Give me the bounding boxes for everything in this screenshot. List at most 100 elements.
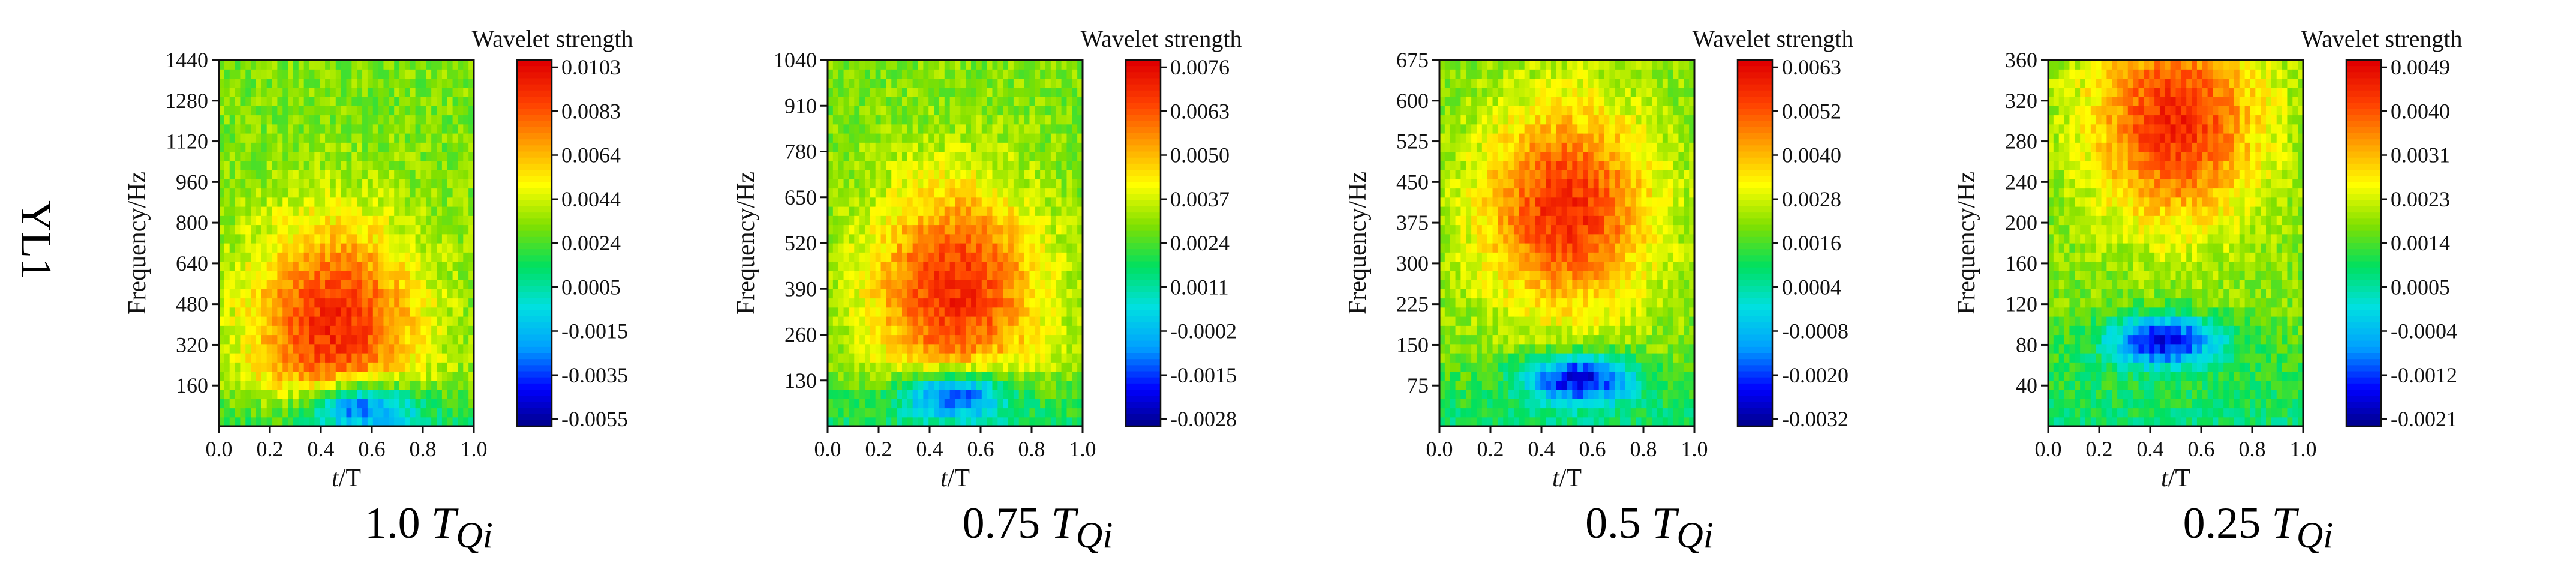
- colorbar-segment: [517, 414, 552, 421]
- heatmap-cell: [949, 233, 956, 244]
- heatmap-cell: [346, 399, 352, 409]
- heatmap-cell: [966, 408, 972, 418]
- colorbar-tick-label: 0.0024: [1170, 231, 1230, 255]
- heatmap-cell: [320, 380, 326, 390]
- heatmap-cell: [415, 243, 422, 253]
- heatmap-cell: [1050, 316, 1057, 326]
- heatmap-cell: [1529, 399, 1535, 409]
- heatmap-cell: [420, 206, 426, 216]
- heatmap-cell: [1535, 408, 1541, 418]
- heatmap-cell: [240, 151, 246, 161]
- heatmap-cell: [838, 280, 844, 289]
- heatmap-cell: [934, 362, 940, 372]
- heatmap-cell: [437, 353, 443, 363]
- heatmap-cell: [224, 399, 230, 409]
- heatmap-cell: [1550, 69, 1557, 79]
- heatmap-cell: [1450, 224, 1456, 235]
- heatmap-cell: [971, 60, 977, 70]
- heatmap-cell: [389, 215, 395, 226]
- heatmap-cell: [437, 243, 443, 253]
- heatmap-cell: [849, 87, 855, 97]
- heatmap-cell: [441, 408, 448, 418]
- heatmap-cell: [1439, 408, 1445, 418]
- heatmap-cell: [426, 188, 432, 198]
- heatmap-cell: [357, 390, 363, 399]
- heatmap-cell: [843, 124, 850, 134]
- heatmap-cell: [325, 343, 331, 354]
- heatmap-cell: [468, 60, 474, 70]
- heatmap-cell: [399, 380, 405, 390]
- heatmap-cell: [335, 115, 342, 125]
- heatmap-cell: [1524, 298, 1531, 308]
- heatmap-cell: [1540, 206, 1546, 216]
- heatmap-cell: [907, 353, 913, 363]
- heatmap-cell: [1056, 133, 1062, 143]
- heatmap-cell: [458, 106, 464, 116]
- heatmap-cell: [870, 69, 876, 79]
- heatmap-cell: [1471, 224, 1477, 235]
- heatmap-cell: [1529, 280, 1535, 289]
- heatmap-cell: [437, 233, 443, 244]
- heatmap-cell: [256, 334, 262, 345]
- heatmap-cell: [955, 160, 961, 170]
- heatmap-cell: [235, 197, 241, 207]
- heatmap-cell: [251, 280, 257, 289]
- heatmap-cell: [886, 353, 892, 363]
- heatmap-cell: [1450, 307, 1456, 317]
- x-tick-label: 0.2: [257, 437, 284, 461]
- heatmap-cell: [949, 380, 956, 390]
- heatmap-cell: [447, 390, 453, 399]
- heatmap-cell: [1003, 69, 1009, 79]
- heatmap-cell: [939, 289, 945, 299]
- heatmap-cell: [1061, 224, 1068, 235]
- heatmap-cell: [325, 307, 331, 317]
- heatmap-cell: [1513, 124, 1520, 134]
- heatmap-cell: [849, 380, 855, 390]
- heatmap-cell: [1072, 270, 1078, 280]
- heatmap-cell: [266, 417, 273, 427]
- heatmap-cell: [1003, 97, 1009, 106]
- heatmap-cell: [362, 390, 368, 399]
- heatmap-cell: [1455, 60, 1462, 70]
- heatmap-cell: [261, 179, 267, 189]
- heatmap-cell: [219, 151, 225, 161]
- heatmap-cell: [235, 417, 241, 427]
- heatmap-cell: [934, 307, 940, 317]
- heatmap-cell: [907, 124, 913, 134]
- heatmap-cell: [1056, 124, 1062, 134]
- heatmap-cell: [880, 307, 886, 317]
- heatmap-cell: [854, 243, 860, 253]
- heatmap-cell: [452, 289, 459, 299]
- heatmap-cell: [468, 78, 474, 88]
- heatmap-cell: [976, 380, 982, 390]
- heatmap-cell: [383, 243, 389, 253]
- heatmap-cell: [437, 87, 443, 97]
- heatmap-cell: [859, 408, 865, 418]
- heatmap-cell: [897, 307, 903, 317]
- heatmap-cell: [357, 417, 363, 427]
- heatmap-cell: [1072, 188, 1078, 198]
- heatmap-cell: [415, 343, 422, 354]
- heatmap-cell: [1460, 124, 1466, 134]
- heatmap-cell: [415, 160, 422, 170]
- heatmap-cell: [441, 87, 448, 97]
- heatmap-cell: [1481, 371, 1488, 381]
- heatmap-cell: [891, 289, 897, 299]
- heatmap-cell: [277, 233, 283, 244]
- heatmap-cell: [410, 115, 416, 125]
- heatmap-cell: [389, 78, 395, 88]
- heatmap-cell: [426, 261, 432, 271]
- heatmap-cell: [838, 170, 844, 179]
- heatmap-cell: [346, 417, 352, 427]
- heatmap-cell: [1061, 170, 1068, 179]
- colorbar-segment: [517, 151, 552, 158]
- heatmap-cell: [410, 362, 416, 372]
- heatmap-cell: [1519, 97, 1525, 106]
- heatmap-cell: [1455, 124, 1462, 134]
- heatmap-cell: [1481, 124, 1488, 134]
- heatmap-cell: [1455, 270, 1462, 280]
- heatmap-cell: [886, 133, 892, 143]
- heatmap-cell: [372, 60, 379, 70]
- heatmap-cell: [944, 261, 951, 271]
- heatmap-cell: [923, 179, 929, 189]
